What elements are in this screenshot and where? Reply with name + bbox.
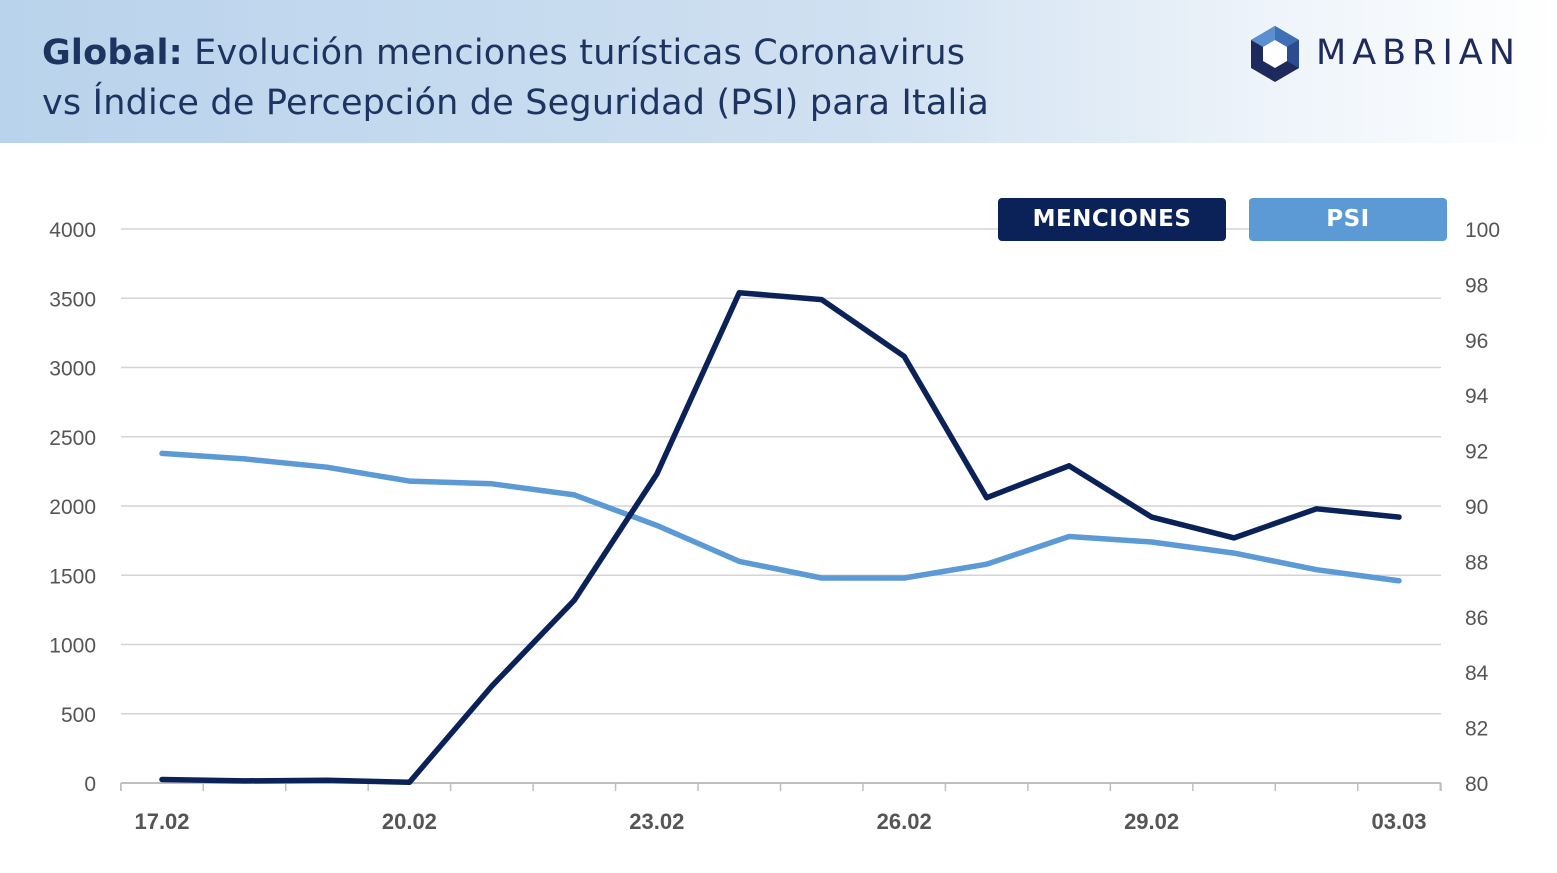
point-psi <box>1231 550 1237 556</box>
right-tick-label: 88 <box>1465 551 1488 574</box>
right-tick-label: 90 <box>1465 496 1488 519</box>
legend-psi: PSI <box>1249 198 1447 241</box>
x-tick-label: 23.02 <box>629 809 684 834</box>
right-tick-label: 82 <box>1465 718 1488 741</box>
left-tick-label: 4000 <box>49 219 96 242</box>
right-tick-label: 94 <box>1465 385 1489 408</box>
point-menciones <box>901 353 907 359</box>
point-psi <box>571 492 577 498</box>
x-tick-label: 17.02 <box>134 809 189 834</box>
left-tick-label: 500 <box>61 704 96 727</box>
left-tick-label: 1000 <box>49 635 96 658</box>
point-menciones <box>654 471 660 477</box>
series-line-menciones <box>159 289 1402 786</box>
right-tick-label: 100 <box>1465 219 1500 242</box>
point-psi <box>1066 533 1072 539</box>
page-title: Global: Evolución menciones turísticas C… <box>42 28 1192 128</box>
logo-text: MABRIAN <box>1316 33 1521 73</box>
right-axis-tick-labels: 80 82 84 86 88 90 92 94 96 98 100 <box>1465 219 1500 796</box>
left-tick-label: 2000 <box>49 496 96 519</box>
title-bold: Global: <box>42 33 183 73</box>
left-axis-tick-labels: 0 500 1000 1500 2000 2500 3000 3500 4000 <box>49 219 96 796</box>
point-psi <box>1396 578 1402 584</box>
grid-lines <box>121 228 1441 715</box>
point-psi <box>1314 567 1320 573</box>
point-menciones <box>406 779 412 785</box>
point-psi <box>159 450 165 456</box>
left-tick-label: 0 <box>84 773 96 796</box>
right-tick-label: 98 <box>1465 274 1488 297</box>
right-tick-label: 86 <box>1465 607 1488 630</box>
point-menciones <box>819 297 825 303</box>
point-menciones <box>159 777 165 783</box>
series-lines <box>159 289 1402 786</box>
point-psi <box>241 456 247 462</box>
point-psi <box>736 558 742 564</box>
point-psi <box>984 561 990 567</box>
point-psi <box>654 522 660 528</box>
point-psi <box>901 575 907 581</box>
x-tick-label: 20.02 <box>382 809 437 834</box>
point-menciones <box>571 597 577 603</box>
point-psi <box>819 575 825 581</box>
point-psi <box>489 481 495 487</box>
point-psi <box>406 478 412 484</box>
point-menciones <box>1396 514 1402 520</box>
series-line-psi <box>159 450 1402 584</box>
left-tick-label: 1500 <box>49 565 96 588</box>
point-psi <box>1149 539 1155 545</box>
point-menciones <box>324 777 330 783</box>
right-tick-label: 96 <box>1465 330 1488 353</box>
x-tick-label: 26.02 <box>877 809 932 834</box>
left-tick-label: 2500 <box>49 427 96 450</box>
point-menciones <box>241 778 247 784</box>
point-menciones <box>1314 506 1320 512</box>
right-tick-label: 92 <box>1465 441 1488 464</box>
title-line-1: Evolución menciones turísticas Coronavir… <box>182 33 966 73</box>
left-tick-label: 3500 <box>49 288 96 311</box>
x-axis: 17.02 20.02 23.02 26.02 29.02 03.03 <box>120 782 1442 834</box>
point-menciones <box>984 495 990 501</box>
left-tick-label: 3000 <box>49 358 96 381</box>
right-tick-label: 80 <box>1465 773 1488 796</box>
title-line-2: vs Índice de Percepción de Seguridad (PS… <box>42 83 990 123</box>
header-banner: Global: Evolución menciones turísticas C… <box>0 0 1557 143</box>
point-menciones <box>1149 514 1155 520</box>
right-tick-label: 84 <box>1465 662 1489 685</box>
mabrian-logo-icon <box>1251 26 1299 82</box>
x-tick-label: 03.03 <box>1371 809 1426 834</box>
point-psi <box>324 464 330 470</box>
point-menciones <box>736 290 742 296</box>
point-menciones <box>489 683 495 689</box>
point-menciones <box>1231 535 1237 541</box>
x-tick-label: 29.02 <box>1124 809 1179 834</box>
point-menciones <box>1066 463 1072 469</box>
legend-menciones: MENCIONES <box>998 198 1226 241</box>
